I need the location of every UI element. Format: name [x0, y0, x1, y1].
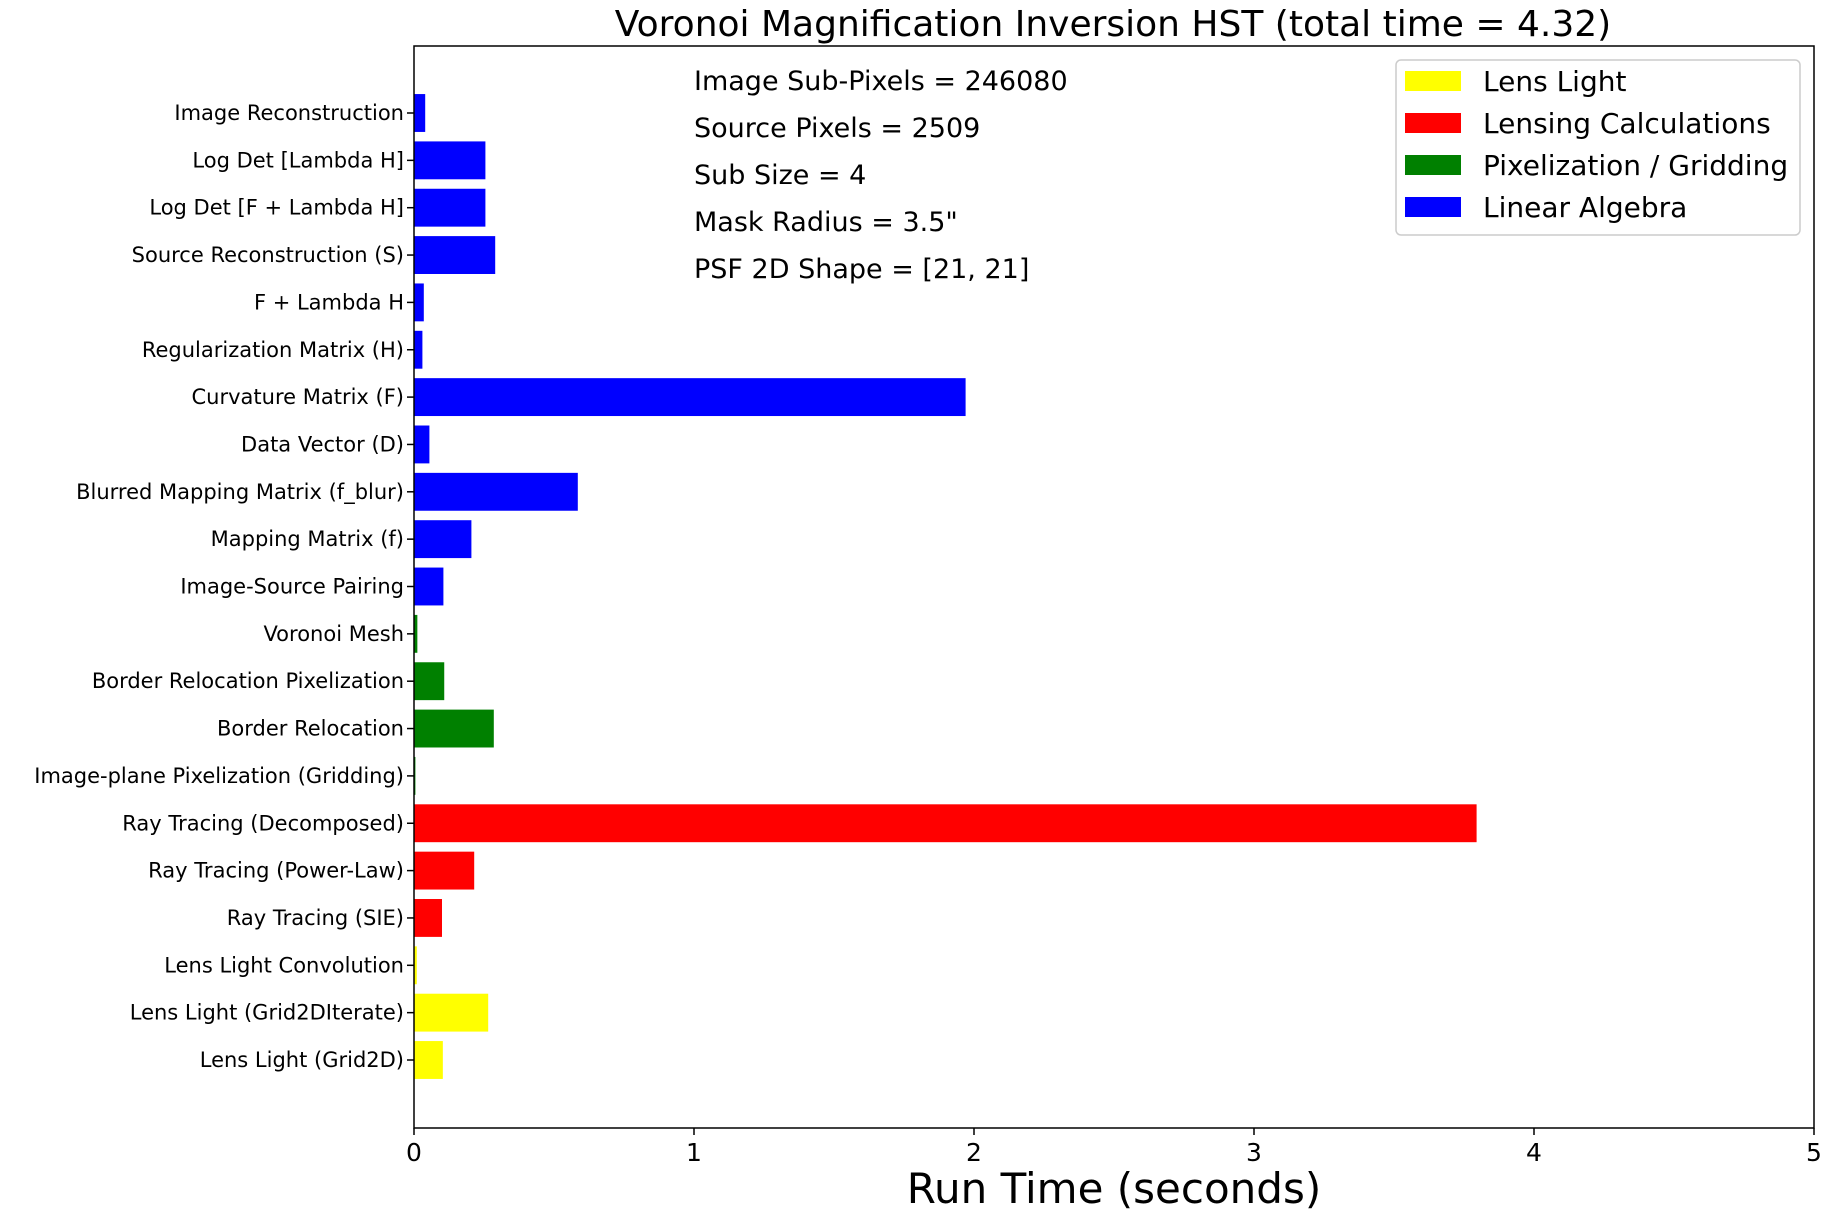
bar	[414, 709, 494, 748]
y-tick-label: Lens Light (Grid2DIterate)	[130, 1001, 404, 1025]
bar	[414, 851, 475, 890]
bar	[414, 804, 1477, 843]
plot-frame	[413, 45, 1815, 1129]
annotation-line: Source Pixels = 2509	[694, 113, 980, 144]
legend-swatch	[1405, 197, 1461, 217]
y-tick-label: Image-plane Pixelization (Gridding)	[34, 764, 404, 788]
bar	[414, 520, 472, 559]
bar	[414, 614, 418, 653]
x-tick-label: 4	[1526, 1138, 1542, 1167]
bar	[414, 188, 486, 227]
x-ticks: 0 1 2 3 4 5	[406, 1128, 1822, 1167]
x-tick-label: 3	[1246, 1138, 1262, 1167]
bar	[414, 472, 578, 511]
y-tick-label: Log Det [Lambda H]	[192, 148, 404, 172]
y-tick-label: Image-Source Pairing	[180, 575, 404, 599]
bar	[414, 662, 445, 701]
bar	[414, 236, 496, 274]
y-tick-label: Regularization Matrix (H)	[142, 338, 404, 362]
annotation-line: Sub Size = 4	[694, 160, 866, 191]
bar	[414, 1041, 443, 1079]
y-tick-label: Source Reconstruction (S)	[132, 243, 404, 267]
annotation-line: Mask Radius = 3.5"	[694, 207, 958, 238]
annotation-line: Image Sub-Pixels = 246080	[694, 66, 1068, 97]
bar	[414, 425, 430, 464]
legend-label: Lens Light	[1483, 65, 1626, 98]
bar	[414, 283, 424, 322]
bar	[414, 899, 442, 937]
bars-group	[414, 94, 1477, 1079]
y-tick-label: Curvature Matrix (F)	[192, 385, 404, 409]
y-tick-label: Voronoi Mesh	[263, 622, 404, 646]
y-tick-label: Lens Light Convolution	[164, 953, 404, 977]
y-tick-label: F + Lambda H	[254, 290, 404, 314]
y-tick-label: Border Relocation Pixelization	[92, 669, 404, 693]
y-tick-label: Blurred Mapping Matrix (f_blur)	[76, 480, 404, 505]
annotation-block: Image Sub-Pixels = 246080 Source Pixels =…	[694, 66, 1068, 285]
y-tick-label: Border Relocation	[217, 717, 404, 741]
legend-label: Linear Algebra	[1483, 191, 1687, 224]
legend-swatch	[1405, 113, 1461, 133]
chart-title: Voronoi Magnification Inversion HST (tot…	[615, 4, 1611, 45]
y-tick-label: Mapping Matrix (f)	[211, 527, 404, 551]
bar	[414, 993, 489, 1032]
legend: Lens Light Lensing Calculations Pixelizati…	[1395, 59, 1801, 236]
bar	[414, 94, 426, 132]
y-tick-label: Ray Tracing (Decomposed)	[122, 811, 404, 835]
y-tick-label: Data Vector (D)	[241, 432, 404, 456]
x-tick-label: 5	[1806, 1138, 1822, 1167]
y-tick-labels: Image Reconstruction Log Det [Lambda H] Lo…	[34, 101, 414, 1072]
x-tick-label: 0	[406, 1138, 422, 1167]
legend-swatch	[1405, 71, 1461, 91]
y-tick-label: Lens Light (Grid2D)	[200, 1048, 404, 1072]
bar	[414, 330, 423, 369]
annotation-line: PSF 2D Shape = [21, 21]	[694, 254, 1029, 285]
y-tick-label: Image Reconstruction	[174, 101, 404, 125]
legend-label: Pixelization / Gridding	[1483, 149, 1788, 182]
x-axis-label: Run Time (seconds)	[907, 1164, 1321, 1213]
bar	[414, 141, 486, 180]
x-tick-label: 2	[966, 1138, 982, 1167]
legend-swatch	[1405, 155, 1461, 175]
legend-label: Lensing Calculations	[1483, 107, 1771, 140]
bar	[414, 946, 417, 985]
y-tick-label: Ray Tracing (Power-Law)	[148, 859, 404, 883]
legend-frame	[1395, 59, 1801, 236]
y-tick-label: Ray Tracing (SIE)	[227, 906, 404, 930]
y-tick-label: Log Det [F + Lambda H]	[149, 196, 404, 220]
bar	[414, 567, 444, 606]
x-tick-label: 1	[686, 1138, 702, 1167]
bar	[414, 378, 966, 417]
